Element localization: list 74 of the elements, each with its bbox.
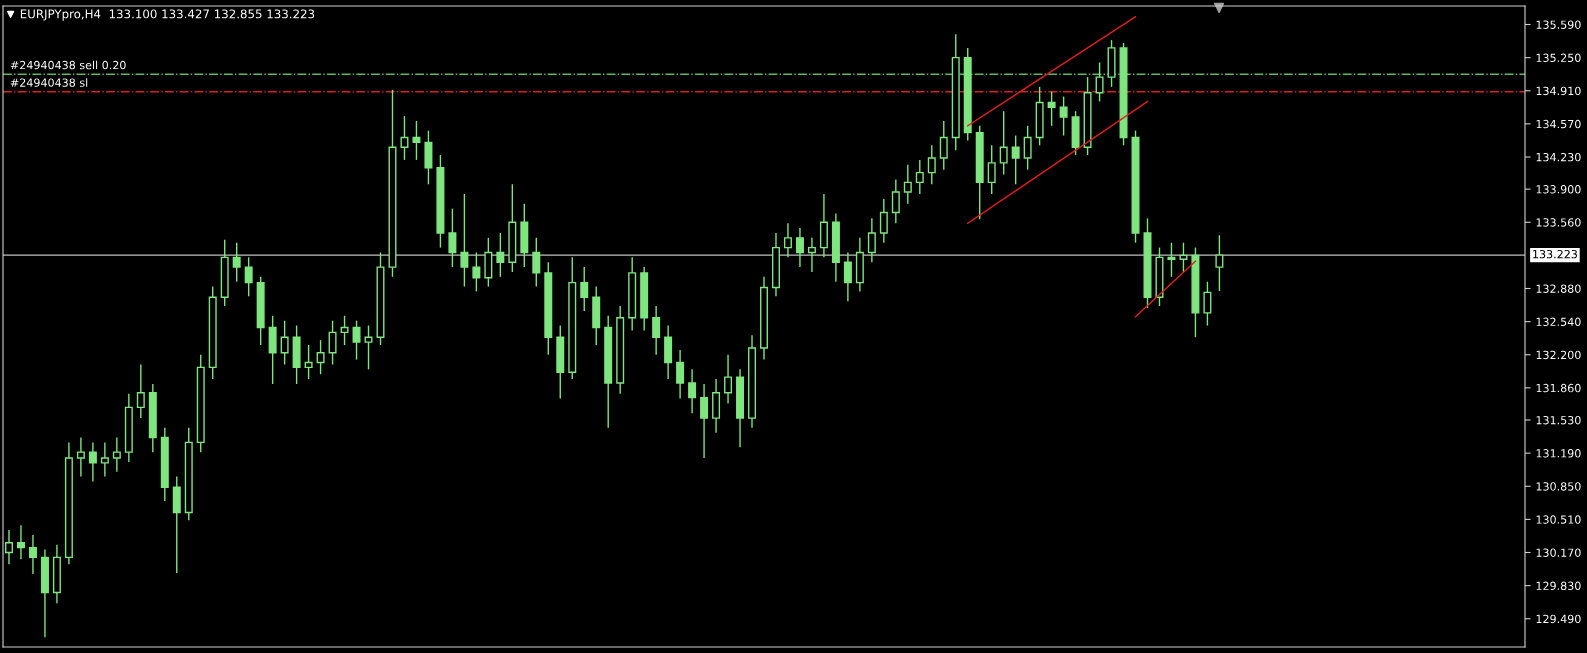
candlestick — [688, 368, 697, 414]
candlestick — [412, 120, 421, 161]
candlestick — [244, 256, 253, 297]
candlestick — [1047, 91, 1056, 127]
candlestick — [340, 315, 349, 346]
candlestick — [496, 232, 505, 278]
candlestick — [448, 207, 457, 268]
candlestick — [460, 193, 469, 288]
candlestick — [472, 251, 481, 293]
candlestick — [1095, 61, 1104, 103]
y-tick-label: 135.590 — [1536, 20, 1581, 29]
y-tick-label: 131.860 — [1536, 383, 1581, 393]
y-tick-label: 134.910 — [1536, 86, 1581, 96]
candlestick — [136, 363, 145, 419]
candlestick — [700, 383, 709, 459]
candlestick — [580, 266, 589, 312]
y-tick-label: 133.560 — [1536, 218, 1581, 227]
y-tick-label: 130.850 — [1536, 482, 1581, 491]
candlestick — [879, 198, 888, 244]
candlestick — [676, 349, 685, 400]
y-tick-label: 132.200 — [1536, 350, 1581, 360]
candlestick — [532, 237, 541, 288]
candlestick — [927, 144, 936, 185]
y-tick-label: 134.570 — [1536, 119, 1581, 129]
y-tick-label: 129.830 — [1536, 581, 1581, 591]
candlestick — [724, 354, 733, 405]
candlestick — [891, 178, 900, 224]
candlestick — [1203, 280, 1212, 327]
candlestick — [652, 305, 661, 356]
candlestick — [88, 441, 97, 483]
candlestick — [843, 251, 852, 302]
candlestick — [352, 319, 361, 361]
candlestick — [1179, 242, 1188, 273]
ref-line-label: 133.223 — [1533, 249, 1577, 259]
y-tick-label: 131.530 — [1536, 415, 1581, 425]
candlestick — [28, 534, 37, 575]
candlestick — [16, 524, 25, 561]
candlestick — [400, 115, 409, 161]
y-tick-label: 131.190 — [1536, 449, 1581, 458]
y-tick-label: 133.900 — [1536, 185, 1581, 194]
candlestick — [5, 529, 13, 565]
y-tick-label: 134.230 — [1536, 152, 1581, 162]
candlestick — [304, 344, 313, 380]
candlestick — [112, 436, 121, 473]
candlestick — [280, 319, 289, 366]
candlestick — [364, 324, 373, 371]
candlestick — [316, 339, 325, 375]
candlestick — [987, 144, 996, 195]
candlestick — [795, 227, 804, 268]
candlestick — [903, 164, 912, 205]
ref-line-label: #24940438 sell 0.20 — [10, 60, 126, 70]
candlestick — [328, 319, 337, 366]
candlestick — [915, 159, 924, 195]
y-tick-label: 135.250 — [1536, 53, 1581, 63]
y-tick-label: 130.510 — [1536, 515, 1581, 524]
y-tick-label: 130.170 — [1536, 548, 1581, 557]
candlestick — [76, 436, 85, 478]
candlestick — [100, 441, 109, 478]
candlestick — [1059, 95, 1068, 137]
candlestick — [1167, 242, 1176, 278]
candlestick — [232, 242, 241, 283]
candlestick — [783, 222, 792, 259]
chart-title: EURJPYpro,H4 133.100 133.427 132.855 133.223 — [20, 9, 315, 21]
candlestick — [867, 217, 876, 263]
candlestick — [1023, 125, 1032, 171]
candlestick — [1011, 134, 1020, 185]
candlestick — [807, 237, 816, 273]
candlestick — [1215, 234, 1224, 292]
y-tick-label: 132.880 — [1536, 284, 1581, 293]
y-tick-label: 132.540 — [1536, 317, 1581, 327]
candlestick — [939, 120, 948, 171]
ref-line-label: #24940438 sl — [10, 78, 88, 87]
y-tick-label: 129.490 — [1536, 614, 1581, 624]
candlestick — [999, 110, 1008, 176]
